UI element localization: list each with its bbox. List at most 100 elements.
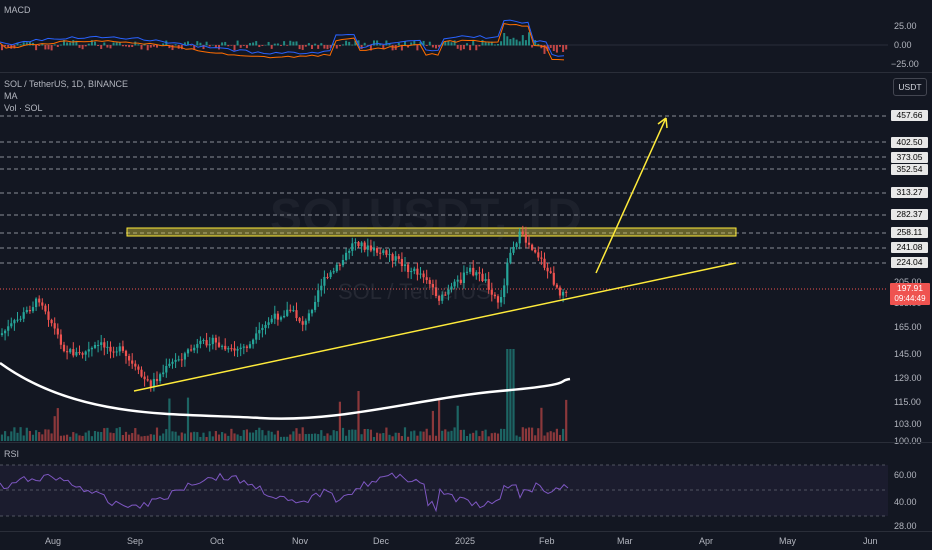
candle-body [357, 242, 360, 247]
macd-histogram-bar [559, 45, 561, 47]
candle-body [149, 380, 152, 388]
volume-bar [422, 431, 425, 441]
macd-histogram-bar [90, 40, 93, 46]
indicator-volume-label[interactable]: Vol · SOL [4, 103, 43, 113]
candle-body [66, 351, 69, 353]
time-label: Feb [539, 536, 555, 546]
candle-body [431, 283, 434, 288]
candle-body [506, 262, 509, 286]
volume-bar [72, 432, 75, 441]
candle-body [388, 254, 391, 256]
price-chart [0, 115, 888, 441]
macd-histogram-bar [391, 45, 394, 51]
macd-histogram-bar [366, 45, 369, 46]
pane-divider[interactable] [0, 72, 932, 73]
volume-bar [90, 436, 93, 441]
macd-histogram-bar [59, 44, 62, 46]
macd-histogram-bar [484, 42, 487, 46]
macd-histogram-bar [528, 32, 530, 46]
candle-body [69, 349, 72, 353]
currency-button[interactable]: USDT [893, 78, 927, 96]
volume-bar [202, 432, 205, 441]
candle-body [524, 234, 527, 243]
candle-body [255, 333, 258, 340]
volume-bar [462, 429, 465, 441]
rsi-pane[interactable]: RSI [0, 443, 888, 531]
macd-histogram-bar [35, 45, 38, 51]
volume-bar [478, 436, 481, 441]
macd-histogram-bar [388, 43, 391, 46]
macd-histogram-bar [121, 45, 124, 47]
macd-histogram-bar [562, 45, 565, 53]
time-axis[interactable]: Aug Sep Oct Nov Dec 2025 Feb Mar Apr May… [0, 532, 932, 550]
volume-bar [41, 434, 44, 441]
main-price-axis[interactable]: USDT [888, 73, 932, 442]
volume-bar [25, 427, 28, 441]
volume-bar [441, 430, 444, 441]
volume-bar [307, 433, 310, 441]
volume-bar [376, 432, 379, 441]
macd-histogram-bar [354, 40, 357, 46]
candle-body [549, 271, 552, 273]
current-price-tag: 197.91 09:44:49 [890, 283, 930, 305]
macd-histogram-bar [267, 41, 270, 46]
candle-body [93, 344, 97, 348]
volume-bar [555, 428, 558, 441]
macd-histogram-bar [307, 43, 310, 46]
rsi-tick: 60.00 [894, 470, 917, 480]
rsi-price-axis[interactable]: 60.00 40.00 28.00 [888, 443, 932, 531]
candle-body [521, 231, 524, 235]
volume-bar [62, 435, 66, 441]
candle-body [162, 372, 165, 375]
macd-histogram-bar [50, 45, 53, 51]
volume-bar [320, 430, 323, 441]
candle-body [354, 242, 357, 244]
candle-body [419, 273, 422, 275]
macd-pane[interactable]: MACD [0, 0, 888, 72]
volume-bar [190, 432, 193, 441]
macd-price-axis[interactable]: 25.00 0.00 −25.00 [888, 0, 932, 72]
volume-bar [186, 397, 190, 441]
candle-body [434, 287, 438, 296]
candle-body [183, 353, 186, 360]
candle-body [527, 242, 531, 245]
candle-body [310, 309, 314, 314]
volume-bar [183, 433, 186, 441]
macd-tick: 25.00 [894, 21, 917, 31]
candle-body [134, 363, 137, 367]
volume-bar [276, 430, 279, 441]
main-pane[interactable]: SOLUSDT, 1D SOL / TetherUS SOL / TetherU… [0, 73, 888, 442]
macd-histogram-bar [286, 45, 289, 46]
macd-histogram-bar [552, 45, 555, 52]
macd-histogram-bar [168, 45, 171, 49]
volume-bar [50, 433, 53, 441]
volume-bar [304, 434, 307, 441]
time-label: 2025 [455, 536, 476, 546]
time-label: Nov [292, 536, 309, 546]
candle-body [7, 326, 10, 331]
volume-bar [146, 435, 149, 441]
volume-bar [428, 435, 431, 441]
symbol-info[interactable]: SOL / TetherUS, 1D, BINANCE [4, 79, 129, 89]
pane-divider[interactable] [0, 442, 932, 443]
macd-signal-line [0, 23, 565, 61]
macd-histogram-bar [304, 45, 307, 47]
candle-body [512, 246, 515, 253]
macd-histogram-bar [202, 45, 205, 50]
candle-body [35, 298, 38, 308]
indicator-ma-label[interactable]: MA [4, 91, 18, 101]
volume-bar [447, 431, 450, 441]
level-label: 313.27 [891, 187, 928, 198]
macd-histogram-bar [230, 45, 233, 46]
macd-histogram-bar [112, 42, 115, 46]
candle-body [351, 243, 354, 251]
macd-histogram-bar [162, 43, 165, 46]
candle-body [62, 344, 66, 352]
macd-histogram-bar [466, 43, 468, 46]
volume-bar [292, 431, 295, 441]
candle-body [199, 340, 202, 345]
macd-line [0, 19, 565, 57]
candle-body [453, 281, 456, 287]
volume-bar [394, 432, 397, 441]
volume-bar [314, 433, 317, 441]
